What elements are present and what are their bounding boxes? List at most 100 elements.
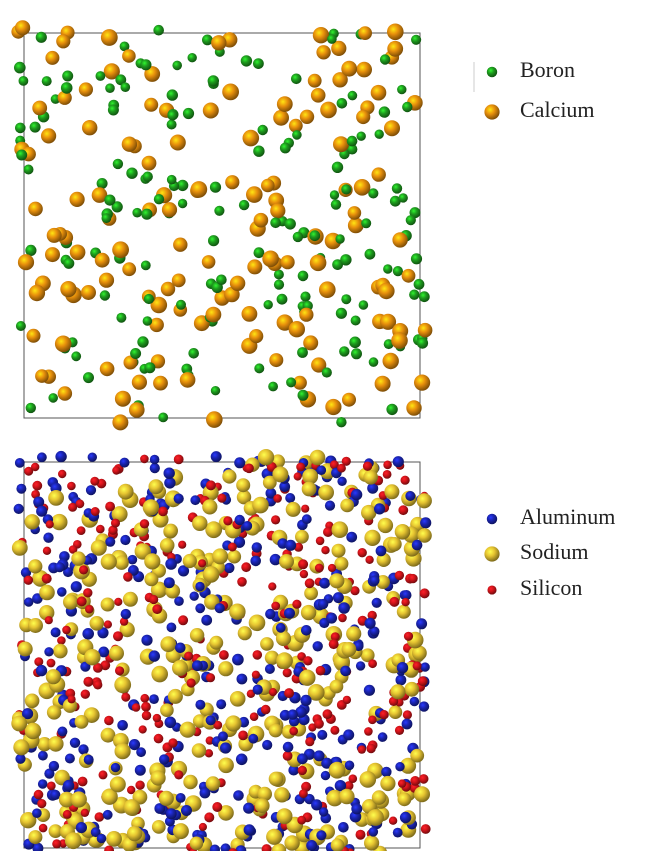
atom bbox=[154, 734, 164, 744]
atom bbox=[401, 476, 410, 485]
atom bbox=[187, 678, 196, 687]
atom bbox=[244, 464, 254, 474]
atom bbox=[216, 699, 226, 709]
atom bbox=[81, 690, 90, 699]
atom bbox=[341, 184, 351, 194]
atom bbox=[316, 666, 326, 676]
atom bbox=[37, 452, 47, 462]
atom bbox=[83, 588, 92, 597]
atom bbox=[112, 466, 120, 474]
atom bbox=[311, 88, 326, 103]
atom bbox=[419, 774, 429, 784]
atom bbox=[279, 554, 294, 569]
atom bbox=[121, 693, 130, 702]
atom bbox=[211, 386, 220, 395]
atom bbox=[222, 84, 239, 101]
atom bbox=[188, 348, 199, 359]
atom bbox=[68, 695, 76, 703]
atom bbox=[123, 799, 140, 816]
atom bbox=[140, 59, 151, 70]
atom bbox=[403, 710, 412, 719]
atom bbox=[393, 456, 404, 467]
atom bbox=[375, 376, 391, 392]
atom bbox=[297, 347, 308, 358]
atom bbox=[90, 477, 99, 486]
atom bbox=[337, 98, 348, 109]
atom bbox=[36, 32, 47, 43]
atom bbox=[135, 765, 146, 776]
atom bbox=[122, 262, 136, 276]
atom bbox=[11, 716, 27, 732]
atom bbox=[67, 482, 76, 491]
atom bbox=[137, 336, 148, 347]
atom bbox=[114, 676, 131, 693]
atom bbox=[391, 332, 408, 349]
atom bbox=[351, 489, 362, 500]
atom bbox=[268, 582, 276, 590]
atom bbox=[214, 206, 224, 216]
atom bbox=[206, 480, 216, 490]
atom bbox=[132, 208, 142, 218]
atom bbox=[223, 516, 232, 525]
atom bbox=[43, 547, 51, 555]
atom bbox=[269, 353, 283, 367]
atom bbox=[398, 779, 406, 787]
atom bbox=[121, 609, 131, 619]
atom bbox=[252, 497, 269, 514]
atom bbox=[236, 478, 250, 492]
atom bbox=[151, 770, 166, 785]
atom bbox=[381, 767, 391, 777]
atom bbox=[383, 461, 392, 470]
atom bbox=[217, 494, 226, 503]
atom bbox=[43, 533, 53, 543]
atom bbox=[247, 259, 262, 274]
atom bbox=[58, 470, 66, 478]
atom bbox=[378, 732, 388, 742]
atom bbox=[96, 71, 106, 81]
atom bbox=[71, 551, 85, 565]
atom bbox=[332, 162, 343, 173]
atom bbox=[95, 253, 110, 268]
atom bbox=[238, 731, 248, 741]
atom bbox=[212, 548, 228, 564]
atom bbox=[284, 835, 299, 850]
atom bbox=[387, 24, 404, 41]
atom bbox=[356, 830, 366, 840]
atom bbox=[253, 146, 264, 157]
atom bbox=[120, 535, 130, 545]
atom bbox=[181, 805, 192, 816]
atom bbox=[122, 137, 137, 152]
atom bbox=[76, 822, 87, 833]
atom bbox=[141, 702, 151, 712]
atom bbox=[340, 499, 354, 513]
atom bbox=[142, 156, 157, 171]
atom bbox=[356, 110, 370, 124]
atom bbox=[165, 717, 177, 729]
atom bbox=[117, 720, 128, 731]
atom bbox=[48, 490, 64, 506]
atom bbox=[42, 76, 52, 86]
atom bbox=[49, 761, 59, 771]
atom bbox=[144, 98, 158, 112]
atom bbox=[78, 777, 88, 787]
atom bbox=[349, 337, 361, 349]
atom bbox=[93, 680, 102, 689]
atom bbox=[144, 553, 160, 569]
atom bbox=[366, 744, 375, 753]
atom bbox=[383, 470, 392, 479]
atom bbox=[419, 291, 430, 302]
atom bbox=[283, 751, 293, 761]
atom bbox=[141, 635, 152, 646]
atom bbox=[316, 830, 326, 840]
atom bbox=[144, 294, 154, 304]
atom bbox=[153, 25, 164, 36]
atom bbox=[63, 258, 74, 269]
atom bbox=[176, 793, 186, 803]
atom bbox=[210, 182, 221, 193]
atom bbox=[330, 726, 339, 735]
atom bbox=[298, 390, 309, 401]
atom bbox=[348, 206, 362, 220]
atom bbox=[342, 642, 357, 657]
atom bbox=[255, 798, 270, 813]
atom bbox=[104, 716, 114, 726]
